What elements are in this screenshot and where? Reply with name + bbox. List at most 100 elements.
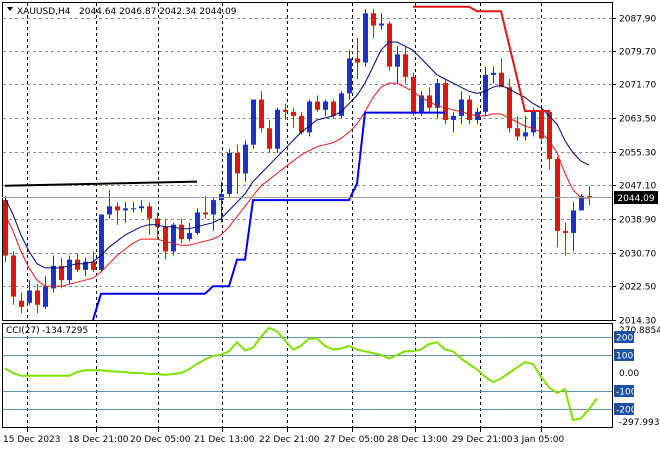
- candle-bull: [307, 101, 312, 133]
- candle-bear: [515, 128, 520, 137]
- candle-bear: [355, 58, 360, 63]
- candle-bull: [83, 261, 88, 270]
- current-price-badge: [614, 191, 658, 204]
- candle-bull: [123, 208, 128, 211]
- candle-bear: [443, 83, 448, 121]
- candle-bear: [147, 206, 152, 219]
- cci-tick-label: 100: [616, 352, 633, 362]
- candle-bull: [571, 210, 576, 233]
- cci-tick-label: 200: [616, 334, 633, 344]
- candle-bear: [547, 111, 552, 160]
- trailing-stop-support: [92, 111, 445, 321]
- cci-level-badge: [614, 385, 634, 397]
- candle-bull: [67, 259, 72, 281]
- candle-bear: [507, 87, 512, 129]
- candle-bear: [235, 152, 240, 174]
- candle-bear: [411, 76, 416, 112]
- time-tick-label: 28 Dec 13:00: [387, 435, 448, 445]
- candle-bull: [27, 290, 32, 303]
- cci-level-badge: [614, 349, 634, 361]
- candle-bull: [243, 144, 248, 174]
- time-tick-label: 27 Dec 05:00: [324, 435, 385, 445]
- candle-bull: [51, 265, 56, 289]
- candle-bear: [75, 259, 80, 270]
- ohlc-values: 2044.64 2046.87 2042.34 2044.09: [79, 7, 237, 17]
- candle-bull: [139, 206, 144, 209]
- candle-bear: [35, 290, 40, 305]
- candle-bull: [459, 99, 464, 116]
- price-tick-label: 2030.70: [619, 250, 656, 260]
- candle-bear: [315, 101, 320, 110]
- candle-bull: [227, 152, 232, 194]
- time-axis: 15 Dec 2023 18 Dec 21:00 20 Dec 05:00 21 De…: [3, 428, 565, 445]
- cci-tick-label: 0.00: [619, 369, 639, 379]
- horizontal-level-line: [4, 180, 198, 187]
- trailing-stop-resistance: [413, 5, 549, 112]
- candle-bear: [467, 99, 472, 121]
- cci-level-badge: [614, 403, 634, 415]
- slow-moving-average: [4, 41, 590, 269]
- fast-moving-average: [4, 82, 589, 287]
- candle-bull: [211, 200, 216, 215]
- candle-bear: [203, 212, 208, 215]
- time-tick-label: 20 Dec 05:00: [130, 435, 191, 445]
- candle-bull: [99, 214, 104, 270]
- price-tick-label: 2038.90: [619, 216, 656, 226]
- collapse-triangle-icon[interactable]: [7, 7, 13, 11]
- candle-bull: [131, 208, 136, 210]
- time-tick-label: 22 Dec 21:00: [259, 435, 320, 445]
- candle-bull: [435, 83, 440, 108]
- cci-tick-label: -100: [616, 388, 637, 398]
- candle-bear: [91, 261, 96, 270]
- cci-tick-label: -200: [616, 406, 637, 416]
- cci-tick-label: 270.8854: [619, 326, 660, 336]
- candle-bull: [395, 54, 400, 67]
- candle-bear: [539, 111, 544, 139]
- price-tick-label: 2071.70: [619, 81, 656, 91]
- symbol-label: XAUUSD,H4: [17, 7, 71, 17]
- candle-bull: [187, 232, 192, 240]
- candle-bull: [363, 13, 368, 63]
- candle-bear: [499, 72, 504, 88]
- price-tick-label: 2079.70: [619, 48, 656, 58]
- candle-bear: [387, 23, 392, 67]
- cci-name: CCI(27): [6, 326, 40, 336]
- price-tick-label: 2087.90: [619, 15, 656, 25]
- price-tick-label: 2047.10: [619, 182, 656, 192]
- candle-bear: [267, 128, 272, 149]
- price-tick-label: 2014.30: [619, 317, 656, 327]
- candle-bear: [587, 195, 592, 198]
- candle-bull: [43, 286, 48, 307]
- candle-bull: [483, 74, 488, 112]
- time-tick-label: 21 Dec 13:00: [194, 435, 255, 445]
- candle-bear: [115, 206, 120, 211]
- candle-bull: [339, 93, 344, 116]
- candle-bull: [195, 212, 200, 233]
- cci-line: [4, 326, 598, 422]
- candle-bear: [331, 101, 336, 116]
- candle-bear: [299, 115, 304, 133]
- candle-bull: [523, 132, 528, 137]
- price-tick-label: 2055.30: [619, 149, 656, 159]
- candle-bear: [259, 99, 264, 129]
- candle-bear: [179, 224, 184, 240]
- candle-bull: [531, 111, 536, 133]
- current-price-label: 2044.09: [617, 194, 654, 204]
- candle-bull: [491, 72, 496, 75]
- candle-bear: [291, 111, 296, 116]
- candle-bear: [283, 109, 288, 112]
- candle-bull: [419, 95, 424, 112]
- price-tick-label: 2022.50: [619, 283, 656, 293]
- candle-bull: [579, 195, 584, 211]
- candle-bull: [379, 23, 384, 26]
- candle-bear: [163, 226, 168, 252]
- cci-value: -134.7295: [42, 326, 88, 336]
- candle-bear: [59, 265, 64, 281]
- candle-bear: [403, 54, 408, 77]
- candle-bear: [555, 159, 560, 231]
- time-tick-label: 3 Jan 05:00: [513, 435, 565, 445]
- time-tick-label: 29 Dec 21:00: [452, 435, 513, 445]
- candle-bear: [11, 255, 16, 297]
